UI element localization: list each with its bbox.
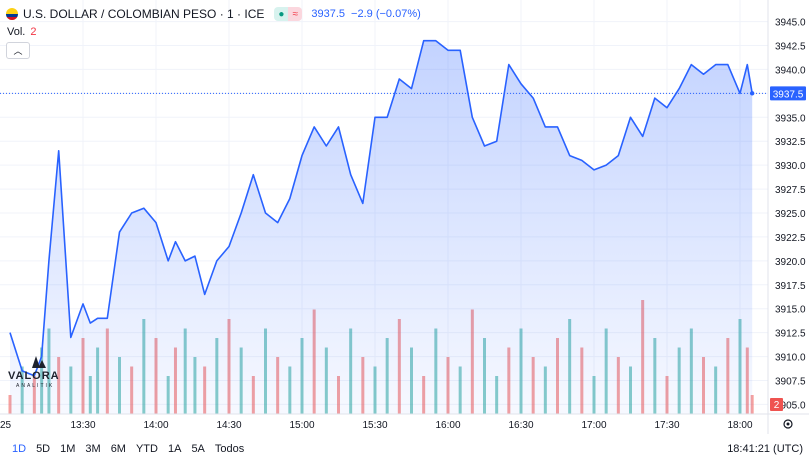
y-tick-label: 3910.0 bbox=[775, 353, 806, 364]
y-tick-label: 3925.0 bbox=[775, 209, 806, 220]
timeframe-1a[interactable]: 1A bbox=[167, 443, 182, 455]
valora-logo: VALORA ANALITIK bbox=[8, 354, 64, 394]
y-tick-label: 3907.5 bbox=[775, 377, 806, 388]
y-tick-label: 3922.5 bbox=[775, 233, 806, 244]
timeframe-3m[interactable]: 3M bbox=[85, 443, 101, 455]
x-tick-label: 17:00 bbox=[581, 420, 606, 431]
y-tick-label: 3920.0 bbox=[775, 257, 806, 268]
x-tick-label: 15:30 bbox=[362, 420, 387, 431]
logo-mark-icon bbox=[32, 356, 46, 368]
last-price-label-text: 3937.5 bbox=[773, 89, 804, 100]
market-open-icon: ● bbox=[274, 7, 289, 21]
symbol-header[interactable]: U.S. DOLLAR / COLOMBIAN PESO · 1 · ICE ●… bbox=[6, 5, 421, 23]
x-tick-label: 17:30 bbox=[654, 420, 679, 431]
y-tick-label: 3912.5 bbox=[775, 329, 806, 340]
volume-legend: Vol. 2 bbox=[7, 26, 36, 38]
collapse-legend-button[interactable]: ︿ bbox=[6, 42, 30, 59]
y-tick-label: 3930.0 bbox=[775, 161, 806, 172]
timeframe-5a[interactable]: 5A bbox=[191, 443, 205, 455]
volume-label-text: 2 bbox=[774, 400, 780, 411]
timeframe-5d[interactable]: 5D bbox=[36, 443, 51, 455]
volume-label-bg bbox=[770, 398, 783, 411]
x-tick-label: 15:00 bbox=[289, 420, 314, 431]
last-price: 3937.5 bbox=[311, 8, 346, 20]
last-price-dot bbox=[749, 91, 755, 96]
y-tick-label: 3935.0 bbox=[775, 113, 806, 124]
y-tick-label: 3942.5 bbox=[775, 42, 806, 53]
symbol-title[interactable]: U.S. DOLLAR / COLOMBIAN PESO · 1 · ICE bbox=[23, 7, 265, 21]
logo-text: VALORA bbox=[8, 370, 60, 382]
chevron-up-icon: ︿ bbox=[13, 46, 23, 56]
y-tick-label: 3915.0 bbox=[775, 305, 806, 316]
x-tick-label: 13:30 bbox=[70, 420, 95, 431]
timeframe-todos[interactable]: Todos bbox=[214, 443, 245, 455]
y-tick-label: 3905.0 bbox=[775, 400, 806, 411]
settings-gear-icon[interactable] bbox=[783, 419, 793, 429]
y-tick-label: 3945.0 bbox=[775, 18, 806, 29]
x-tick-label: 25 bbox=[0, 420, 12, 431]
x-tick-label: 16:00 bbox=[435, 420, 460, 431]
clock: 18:41:21 (UTC) bbox=[727, 443, 803, 455]
gear-outer bbox=[783, 419, 793, 429]
price-line bbox=[9, 39, 753, 377]
timeframe-ytd[interactable]: YTD bbox=[135, 443, 158, 455]
x-tick-label: 14:00 bbox=[143, 420, 168, 431]
price-area bbox=[10, 40, 753, 414]
x-tick-label: 16:30 bbox=[508, 420, 533, 431]
last-price-label-bg bbox=[770, 86, 806, 101]
y-tick-label: 3932.5 bbox=[775, 137, 806, 148]
price-change: −2.9 (−0.07%) bbox=[351, 8, 421, 20]
volume-legend-label: Vol. bbox=[7, 26, 26, 38]
colombia-flag-icon bbox=[6, 8, 18, 20]
x-tick-label: 14:30 bbox=[216, 420, 241, 431]
x-tick-label: 18:00 bbox=[727, 420, 752, 431]
timeframe-1d[interactable]: 1D bbox=[12, 443, 27, 455]
volume-axis-label: 2 bbox=[770, 398, 783, 411]
volume-legend-value: 2 bbox=[30, 26, 37, 38]
logo-subtext: ANALITIK bbox=[16, 383, 55, 389]
y-tick-label: 3927.5 bbox=[775, 185, 806, 196]
y-tick-label: 3940.0 bbox=[775, 65, 806, 76]
timeframe-6m[interactable]: 6M bbox=[110, 443, 126, 455]
delayed-data-icon: ≈ bbox=[288, 7, 303, 21]
y-tick-label: 3917.5 bbox=[775, 281, 806, 292]
timeframe-bar: 1D 5D 1M 3M 6M YTD 1A 5A Todos bbox=[12, 443, 254, 455]
last-price-axis-label: 3937.5 bbox=[770, 86, 806, 101]
gear-inner bbox=[786, 422, 790, 426]
status-pill[interactable]: ● ≈ bbox=[274, 7, 303, 21]
timeframe-1m[interactable]: 1M bbox=[60, 443, 76, 455]
